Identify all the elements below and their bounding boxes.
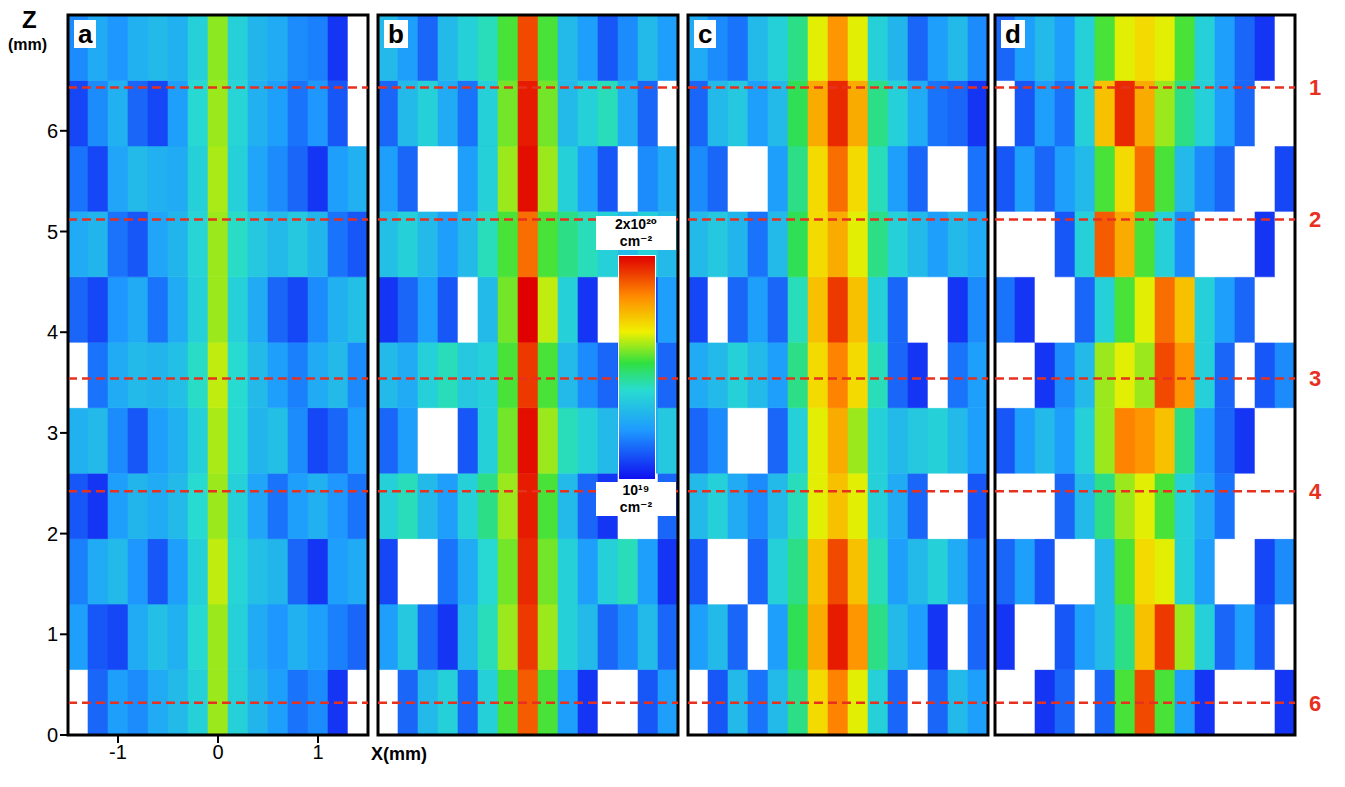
html-text:c: c	[698, 19, 713, 49]
svg-text:1: 1	[47, 623, 58, 645]
html-text:b: b	[388, 19, 404, 49]
svg-text:1: 1	[312, 741, 323, 763]
svg-text:-1: -1	[109, 741, 127, 763]
svg-text:5: 5	[47, 221, 58, 243]
html-text:cm⁻²: cm⁻²	[619, 233, 653, 249]
html-text:cm⁻²: cm⁻²	[619, 499, 653, 515]
svg-text:0: 0	[212, 741, 223, 763]
svg-text:6: 6	[47, 120, 58, 142]
svg-text:3: 3	[1309, 366, 1321, 391]
html-text:2x10²⁰: 2x10²⁰	[615, 216, 657, 232]
svg-text:6: 6	[1309, 691, 1321, 716]
html-text:Z: Z	[22, 6, 37, 33]
html-text:10¹⁹: 10¹⁹	[622, 482, 650, 498]
svg-text:4: 4	[47, 321, 58, 343]
html-text:d: d	[1005, 19, 1021, 49]
html-text:(mm): (mm)	[8, 36, 48, 53]
svg-text:4: 4	[1309, 479, 1322, 504]
svg-text:3: 3	[47, 422, 58, 444]
html-text:X(mm): X(mm)	[371, 744, 427, 764]
svg-text:2: 2	[47, 523, 58, 545]
svg-text:0: 0	[47, 724, 58, 746]
svg-text:2: 2	[1309, 207, 1321, 232]
svg-text:1: 1	[1309, 75, 1321, 100]
html-text:a: a	[78, 19, 93, 49]
